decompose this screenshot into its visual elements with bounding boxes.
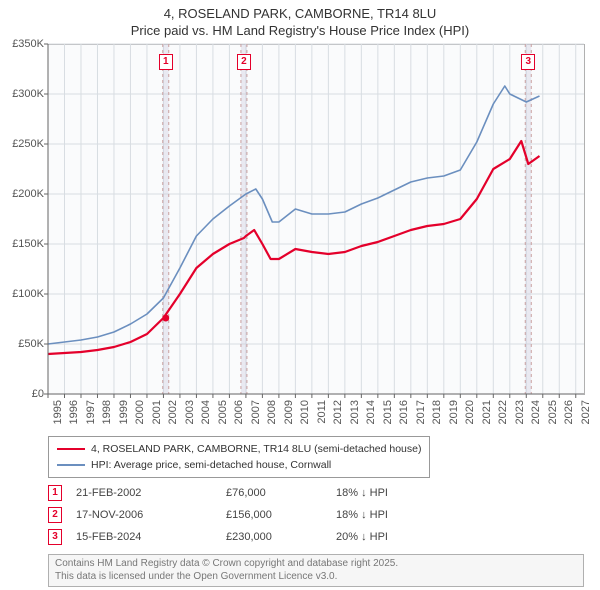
xtick-label: 2021 <box>481 400 493 424</box>
event-date: 15-FEB-2024 <box>76 531 226 543</box>
legend-item: HPI: Average price, semi-detached house,… <box>57 457 421 473</box>
title-line1: 4, ROSELAND PARK, CAMBORNE, TR14 8LU <box>0 6 600 23</box>
xtick-label: 2015 <box>382 400 394 424</box>
xtick-label: 2013 <box>349 400 361 424</box>
ytick-label: £250K <box>12 138 44 150</box>
chart-title: 4, ROSELAND PARK, CAMBORNE, TR14 8LU Pri… <box>0 0 600 40</box>
event-delta: 18% ↓ HPI <box>336 487 446 499</box>
xtick-label: 2025 <box>547 400 559 424</box>
event-marker: 1 <box>48 485 62 501</box>
series-hpi <box>48 86 540 344</box>
xtick-label: 2006 <box>233 400 245 424</box>
xtick-label: 2010 <box>299 400 311 424</box>
xtick-label: 1996 <box>68 400 80 424</box>
event-price: £230,000 <box>226 531 336 543</box>
events-table: 1 21-FEB-2002£76,00018% ↓ HPI 2 17-NOV-2006… <box>48 482 584 548</box>
ytick-label: £50K <box>18 338 44 350</box>
title-line2: Price paid vs. HM Land Registry's House … <box>0 23 600 40</box>
chart-svg <box>48 44 584 394</box>
legend-swatch <box>57 464 85 466</box>
ytick-label: £300K <box>12 88 44 100</box>
legend-swatch <box>57 448 85 450</box>
xtick-label: 2004 <box>200 400 212 424</box>
xtick-label: 2003 <box>184 400 196 424</box>
xtick-label: 1995 <box>52 400 64 424</box>
xtick-label: 2016 <box>398 400 410 424</box>
series-price_paid <box>48 141 540 354</box>
xtick-label: 2007 <box>250 400 262 424</box>
legend: 4, ROSELAND PARK, CAMBORNE, TR14 8LU (se… <box>48 436 430 478</box>
xtick-label: 2017 <box>415 400 427 424</box>
xtick-label: 2000 <box>134 400 146 424</box>
footer: Contains HM Land Registry data © Crown c… <box>48 554 584 587</box>
xtick-label: 2009 <box>283 400 295 424</box>
xtick-label: 2001 <box>151 400 163 424</box>
xtick-label: 2014 <box>365 400 377 424</box>
ytick-label: £350K <box>12 38 44 50</box>
event-price: £156,000 <box>226 509 336 521</box>
xtick-label: 2019 <box>448 400 460 424</box>
xtick-label: 1997 <box>85 400 97 424</box>
event-row: 3 15-FEB-2024£230,00020% ↓ HPI <box>48 526 584 548</box>
sale-marker-1: 1 <box>159 54 173 70</box>
xtick-label: 2008 <box>266 400 278 424</box>
xtick-label: 2005 <box>217 400 229 424</box>
event-marker: 2 <box>48 507 62 523</box>
event-date: 17-NOV-2006 <box>76 509 226 521</box>
event-marker: 3 <box>48 529 62 545</box>
xtick-label: 1998 <box>101 400 113 424</box>
xtick-label: 2022 <box>497 400 509 424</box>
legend-item: 4, ROSELAND PARK, CAMBORNE, TR14 8LU (se… <box>57 441 421 457</box>
sale-point-1 <box>162 315 169 322</box>
sale-marker-2: 2 <box>237 54 251 70</box>
legend-label: HPI: Average price, semi-detached house,… <box>91 459 331 471</box>
xtick-label: 2026 <box>563 400 575 424</box>
xtick-label: 2020 <box>464 400 476 424</box>
event-date: 21-FEB-2002 <box>76 487 226 499</box>
footer-line1: Contains HM Land Registry data © Crown c… <box>55 558 577 571</box>
sale-marker-3: 3 <box>521 54 535 70</box>
xtick-label: 2018 <box>431 400 443 424</box>
xtick-label: 2002 <box>167 400 179 424</box>
xtick-label: 2027 <box>580 400 592 424</box>
event-row: 2 17-NOV-2006£156,00018% ↓ HPI <box>48 504 584 526</box>
ytick-label: £100K <box>12 288 44 300</box>
ytick-label: £200K <box>12 188 44 200</box>
xtick-label: 2024 <box>530 400 542 424</box>
legend-label: 4, ROSELAND PARK, CAMBORNE, TR14 8LU (se… <box>91 443 421 455</box>
xtick-label: 2023 <box>514 400 526 424</box>
footer-line2: This data is licensed under the Open Gov… <box>55 571 577 584</box>
xtick-label: 2011 <box>316 400 328 424</box>
event-row: 1 21-FEB-2002£76,00018% ↓ HPI <box>48 482 584 504</box>
event-price: £76,000 <box>226 487 336 499</box>
ytick-label: £0 <box>32 388 44 400</box>
event-delta: 18% ↓ HPI <box>336 509 446 521</box>
xtick-label: 2012 <box>332 400 344 424</box>
ytick-label: £150K <box>12 238 44 250</box>
event-delta: 20% ↓ HPI <box>336 531 446 543</box>
chart-container: 4, ROSELAND PARK, CAMBORNE, TR14 8LU Pri… <box>0 0 600 590</box>
xtick-label: 1999 <box>118 400 130 424</box>
